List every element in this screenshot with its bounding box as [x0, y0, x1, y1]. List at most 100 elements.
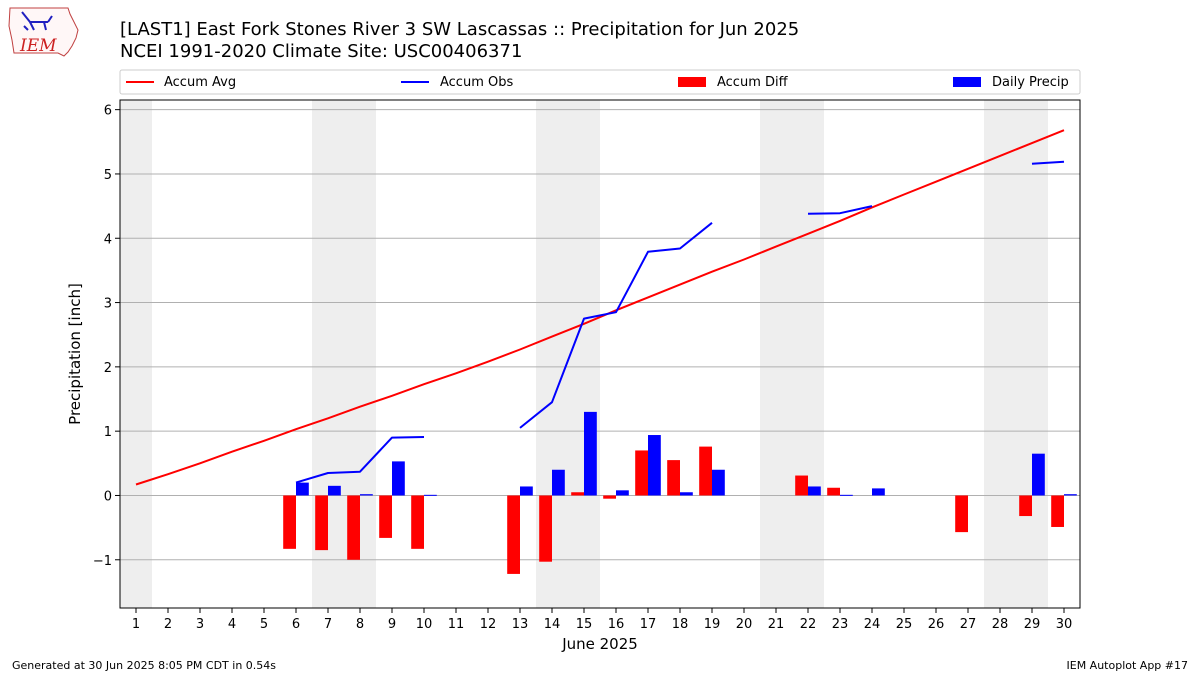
- daily-precip-bar-day-15: [584, 411, 597, 496]
- accum-diff-bar-day-7: [315, 495, 328, 551]
- daily-precip-bar-day-22: [808, 486, 821, 496]
- chart-subtitle: NCEI 1991-2020 Climate Site: USC00406371: [120, 41, 522, 62]
- accum-diff-bar-day-17: [635, 450, 648, 496]
- x-tick-label-3: 3: [196, 617, 204, 632]
- legend-box: [119, 69, 1081, 95]
- accum-diff-bar-day-16: [603, 495, 616, 499]
- daily-precip-bar-day-24: [872, 488, 885, 496]
- legend-swatch-accum-diff: [678, 77, 706, 87]
- accum-diff-bar-day-6: [283, 495, 296, 549]
- chart-title: [LAST1] East Fork Stones River 3 SW Lasc…: [120, 19, 799, 40]
- x-tick-label-13: 13: [512, 617, 529, 632]
- daily-precip-bar-day-17: [648, 435, 661, 496]
- accum-diff-bar-day-14: [539, 495, 552, 562]
- legend-item-accum-obs: Accum Obs: [401, 75, 513, 90]
- accum-diff-bar-day-18: [667, 460, 680, 496]
- legend-item-accum-diff: Accum Diff: [678, 75, 789, 90]
- y-axis-label: Precipitation [inch]: [66, 283, 84, 425]
- iem-logo: IEM: [8, 7, 79, 57]
- accum-diff-bar-day-9: [379, 495, 392, 538]
- x-tick-label-22: 22: [800, 617, 817, 632]
- x-tick-label-28: 28: [992, 617, 1009, 632]
- x-tick-label-26: 26: [928, 617, 945, 632]
- weekend-bands: [120, 100, 1048, 608]
- accum-diff-bar-day-13: [507, 495, 520, 574]
- footer-generated: Generated at 30 Jun 2025 8:05 PM CDT in …: [12, 659, 276, 672]
- daily-precip-bar-day-14: [552, 469, 565, 496]
- x-tick-label-19: 19: [704, 617, 721, 632]
- footer-app: IEM Autoplot App #17: [1067, 659, 1189, 672]
- x-tick-label-23: 23: [832, 617, 849, 632]
- daily-precip-bar-day-13: [520, 486, 533, 496]
- daily-precip-bar-day-18: [680, 492, 693, 496]
- x-tick-label-25: 25: [896, 617, 913, 632]
- y-tick-label-0: 0: [104, 489, 112, 504]
- y-tick-label-1: 1: [104, 425, 112, 440]
- x-tick-label-16: 16: [608, 617, 625, 632]
- legend-item-accum-avg: Accum Avg: [126, 75, 236, 90]
- accum-diff-bar-day-29: [1019, 495, 1032, 517]
- x-tick-label-7: 7: [324, 617, 332, 632]
- weekend-band-5: [984, 100, 1048, 608]
- x-tick-label-6: 6: [292, 617, 300, 632]
- weekend-band-4: [760, 100, 824, 608]
- x-tick-label-5: 5: [260, 617, 268, 632]
- lines: [135, 129, 1065, 486]
- x-tick-label-29: 29: [1024, 617, 1041, 632]
- y-tick-label-2: 2: [104, 361, 112, 376]
- x-tick-label-27: 27: [960, 617, 977, 632]
- y-tick-label-4: 4: [104, 232, 112, 247]
- daily-precip-bar-day-9: [392, 461, 405, 496]
- weather-station-icon: [21, 11, 53, 31]
- daily-precip-bar-day-29: [1032, 453, 1045, 496]
- legend-label-accum-obs: Accum Obs: [440, 75, 513, 90]
- daily-precip-bar-day-23: [840, 494, 853, 496]
- y-tick-label-5: 5: [104, 168, 112, 183]
- gridlines: [120, 109, 1080, 561]
- accum-obs-line-segment-4: [1031, 160, 1065, 165]
- x-tick-label-4: 4: [228, 617, 236, 632]
- accum-diff-bar-day-10: [411, 495, 424, 549]
- accum-avg-line-segment-1: [135, 129, 1065, 486]
- x-tick-label-10: 10: [416, 617, 433, 632]
- accum-diff-bar-day-22: [795, 475, 808, 496]
- accum-diff-bar-day-23: [827, 487, 840, 496]
- accum-obs-line-segment-3: [807, 205, 873, 215]
- daily-precip-bar-day-7: [328, 485, 341, 496]
- accum-obs-line-segment-2: [519, 222, 713, 429]
- x-tick-label-15: 15: [576, 617, 593, 632]
- x-tick-label-1: 1: [132, 617, 140, 632]
- accum-diff-bar-day-27: [955, 495, 968, 533]
- x-tick-label-20: 20: [736, 617, 753, 632]
- x-tick-label-14: 14: [544, 617, 561, 632]
- daily-precip-bar-day-6: [296, 482, 309, 496]
- x-tick-label-2: 2: [164, 617, 172, 632]
- legend-item-daily-precip: Daily Precip: [953, 75, 1069, 90]
- x-tick-label-11: 11: [448, 617, 465, 632]
- y-tick-label-6: 6: [104, 104, 112, 119]
- plot-frame: [119, 99, 1081, 609]
- legend-label-accum-avg: Accum Avg: [164, 75, 236, 90]
- x-tick-label-9: 9: [388, 617, 396, 632]
- legend-label-daily-precip: Daily Precip: [992, 75, 1069, 90]
- daily-precip-bar-day-10: [424, 494, 437, 496]
- weekend-band-1: [120, 100, 152, 608]
- accum-diff-bar-day-15: [571, 492, 584, 496]
- x-axis-label: June 2025: [561, 635, 638, 653]
- legend: Accum Avg Accum Obs Accum Diff Daily Pre…: [119, 69, 1081, 95]
- accum-diff-bar-day-30: [1051, 495, 1064, 527]
- daily-precip-bar-day-30: [1064, 494, 1077, 496]
- legend-swatch-daily-precip: [953, 77, 981, 87]
- y-tick-label-3: 3: [104, 297, 112, 312]
- x-tick-label-18: 18: [672, 617, 689, 632]
- accum-diff-bar-day-19: [699, 446, 712, 496]
- x-tick-label-24: 24: [864, 617, 881, 632]
- iowa-outline-icon: [8, 7, 79, 57]
- daily-precip-bar-day-8: [360, 494, 373, 496]
- accum-obs-line-segment-1: [295, 436, 425, 484]
- x-tick-label-12: 12: [480, 617, 497, 632]
- logo-text: IEM: [19, 36, 57, 56]
- y-tick-label--1: −1: [93, 554, 112, 569]
